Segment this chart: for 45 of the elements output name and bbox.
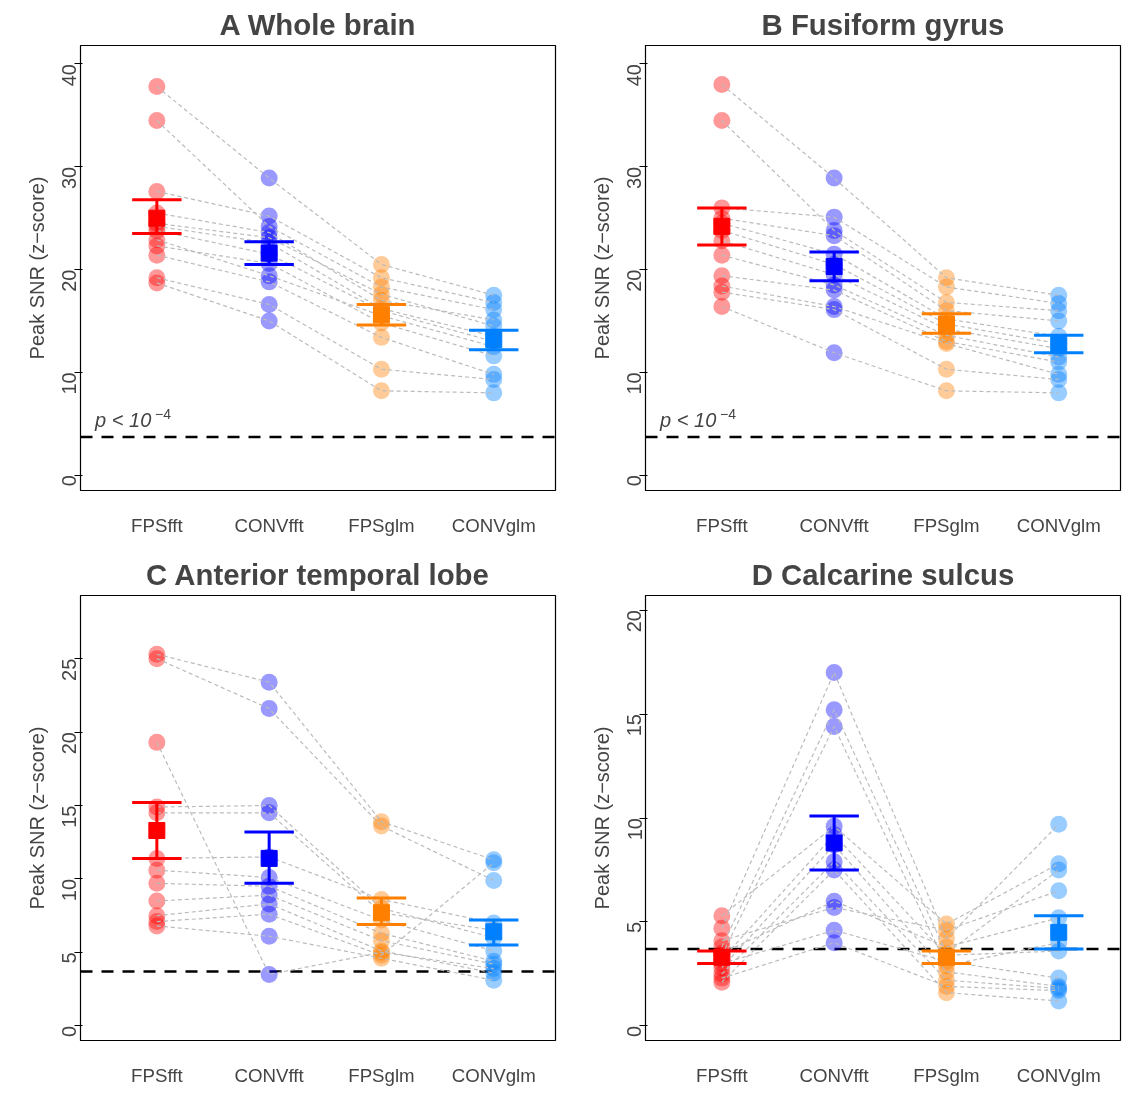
y-tick-label: 20 bbox=[58, 269, 81, 292]
y-tick-label: 30 bbox=[58, 166, 81, 190]
x-tick-label: FPSfft bbox=[696, 514, 749, 536]
y-tick-label: 10 bbox=[623, 818, 646, 841]
y-tick-label: 40 bbox=[623, 63, 646, 87]
y-tick-label: 5 bbox=[623, 921, 646, 934]
x-tick-label: CONVglm bbox=[1016, 514, 1101, 536]
y-tick-label: 0 bbox=[623, 1025, 646, 1038]
y-tick-label: 30 bbox=[623, 166, 646, 190]
x-tick-label: CONVglm bbox=[1016, 1064, 1101, 1086]
x-tick-label: FPSglm bbox=[348, 514, 415, 536]
chart-title: D Calcarine sulcus bbox=[751, 557, 1015, 591]
x-tick-label: FPSglm bbox=[913, 514, 980, 536]
x-tick-label: FPSglm bbox=[913, 1064, 980, 1086]
y-axis-title: Peak SNR (z−score) bbox=[25, 176, 48, 360]
x-tick-label: CONVfft bbox=[799, 1064, 870, 1086]
y-axis-title: Peak SNR (z−score) bbox=[590, 726, 613, 910]
x-tick-label: FPSglm bbox=[348, 1064, 415, 1086]
y-axis-title: Peak SNR (z−score) bbox=[590, 176, 613, 360]
x-tick-label: FPSfft bbox=[131, 514, 184, 536]
y-tick-label: 0 bbox=[623, 475, 646, 487]
y-tick-label: 10 bbox=[58, 372, 81, 395]
y-tick-label: 20 bbox=[623, 269, 646, 292]
x-tick-label: CONVfft bbox=[799, 514, 870, 536]
y-tick-label: 0 bbox=[58, 1025, 81, 1037]
chart-title: C Anterior temporal lobe bbox=[146, 557, 489, 591]
x-tick-label: CONVglm bbox=[451, 514, 536, 536]
chart-title: A Whole brain bbox=[219, 7, 416, 41]
y-tick-label: 40 bbox=[58, 63, 81, 87]
x-tick-label: FPSfft bbox=[696, 1064, 749, 1086]
y-tick-label: 25 bbox=[58, 658, 81, 681]
y-axis-title: Peak SNR (z−score) bbox=[25, 726, 48, 910]
x-tick-label: FPSfft bbox=[131, 1064, 184, 1086]
y-tick-label: 0 bbox=[58, 475, 81, 487]
chart-title: B Fusiform gyrus bbox=[761, 7, 1005, 41]
y-tick-label: 20 bbox=[58, 732, 81, 755]
x-tick-label: CONVfft bbox=[234, 514, 305, 536]
y-tick-label: 10 bbox=[623, 372, 646, 395]
x-tick-label: CONVfft bbox=[234, 1064, 305, 1086]
y-tick-label: 20 bbox=[623, 610, 646, 633]
y-tick-label: 10 bbox=[58, 878, 81, 902]
y-tick-label: 15 bbox=[623, 714, 646, 737]
y-tick-label: 5 bbox=[58, 952, 81, 964]
x-tick-label: CONVglm bbox=[451, 1064, 536, 1086]
y-tick-label: 15 bbox=[58, 805, 81, 828]
